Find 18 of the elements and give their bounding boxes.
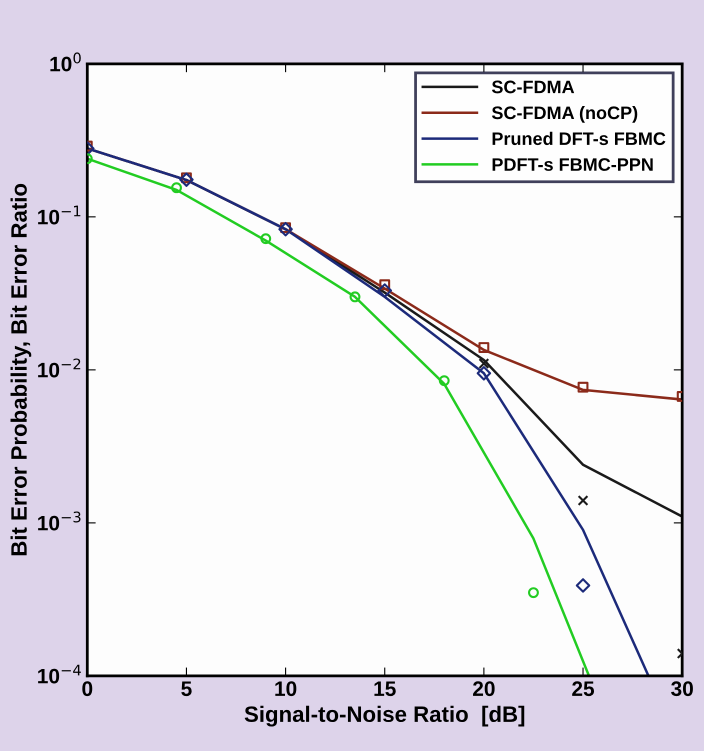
x-tick-label: 25 — [572, 681, 594, 696]
x-tick-label: 20 — [473, 681, 495, 696]
y-tick-label: 10$^{−1}$ — [38, 206, 80, 224]
y-tick-label: 10$^{−2}$ — [38, 358, 80, 378]
legend-label: PDFT-s FBMC-PPN — [492, 158, 653, 171]
x-tick-label: 30 — [671, 681, 693, 696]
legend-label: Pruned DFT-s FBMC — [492, 132, 666, 146]
y-tick-label: 10$^{−4}$ — [38, 664, 81, 684]
x-tick-label: 10 — [275, 681, 296, 696]
y-axis-title: Bit Error Probability, Bit Error Ratio — [10, 184, 32, 556]
x-tick-label: 0 — [82, 681, 92, 696]
x-tick-label: 5 — [181, 682, 192, 696]
y-tick-label: 10$^{0}$ — [50, 52, 81, 72]
legend-label: SC-FDMA — [492, 80, 574, 94]
x-axis-title: Signal-to-Noise Ratio [dB] — [244, 706, 524, 727]
legend-label: SC-FDMA (noCP) — [492, 106, 638, 123]
y-tick-label: 10$^{−3}$ — [38, 511, 81, 530]
x-tick-label: 15 — [374, 682, 396, 696]
